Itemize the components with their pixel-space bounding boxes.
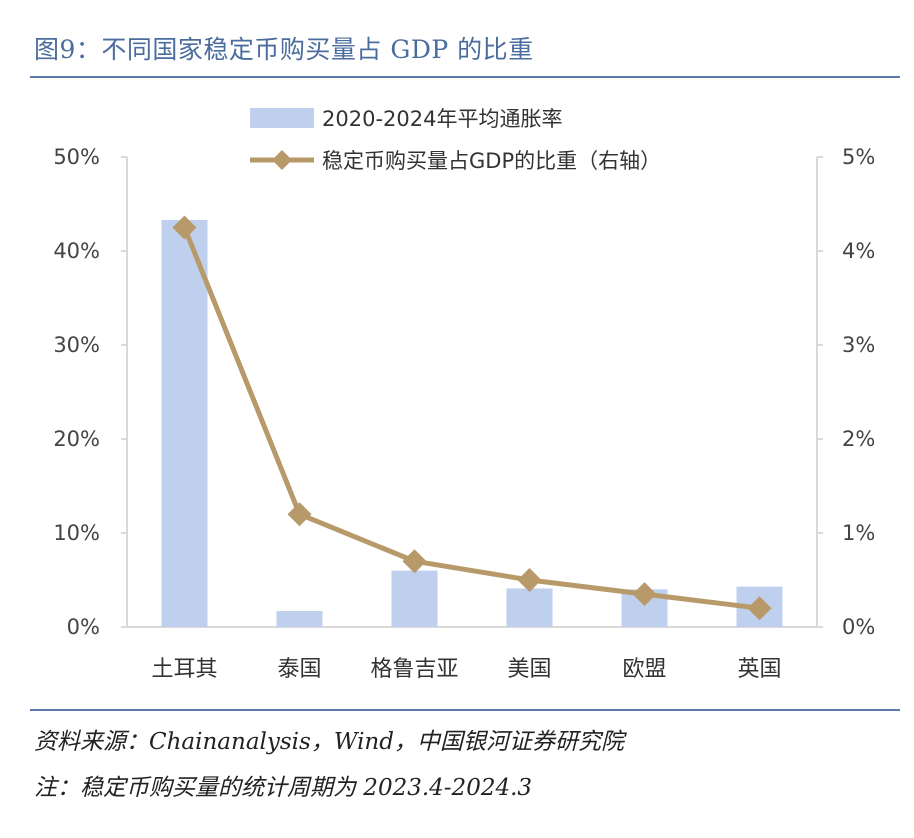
inflation-bar: [391, 570, 438, 627]
title-rule: [30, 76, 900, 78]
category-label: 格鲁吉亚: [370, 657, 458, 682]
left-tick-label: 50%: [53, 145, 100, 169]
legend-bar-label: 2020-2024年平均通胀率: [322, 107, 562, 131]
stablecoin-share-marker: [747, 596, 772, 621]
category-label: 美国: [507, 657, 551, 682]
legend-bar-swatch: [250, 108, 314, 128]
category-label: 英国: [737, 657, 781, 682]
inflation-bar: [161, 219, 208, 628]
left-tick-label: 0%: [67, 615, 100, 639]
right-tick-label: 0%: [842, 615, 875, 639]
stablecoin-share-marker: [632, 582, 657, 607]
right-tick-label: 4%: [842, 239, 875, 263]
inflation-bar: [506, 588, 553, 627]
left-tick-label: 30%: [53, 333, 100, 357]
category-label: 泰国: [277, 657, 321, 682]
right-tick-label: 2%: [842, 427, 875, 451]
footnote: 注：稳定币购买量的统计周期为 2023.4-2024.3: [34, 775, 533, 801]
category-label: 土耳其: [151, 657, 217, 682]
left-tick-label: 20%: [53, 427, 100, 451]
figure-title: 图9：不同国家稳定币购买量占 GDP 的比重: [34, 35, 534, 64]
left-tick-label: 10%: [53, 521, 100, 545]
footer-rule: [30, 709, 900, 711]
stablecoin-share-marker: [517, 568, 542, 592]
category-label: 欧盟: [622, 657, 666, 682]
right-tick-label: 5%: [842, 145, 875, 169]
left-tick-label: 40%: [53, 239, 100, 263]
right-tick-label: 3%: [842, 333, 875, 357]
legend-line-label: 稳定币购买量占GDP的比重（右轴）: [322, 149, 661, 173]
inflation-bar: [276, 611, 323, 627]
right-tick-label: 1%: [842, 521, 875, 545]
stablecoin-share-marker: [287, 502, 312, 527]
stablecoin-share-line: [182, 226, 760, 611]
legend-line-marker: [272, 150, 292, 170]
source-note: 资料来源：Chainanalysis，Wind，中国银河证券研究院: [34, 729, 624, 755]
stablecoin-share-marker: [172, 215, 197, 240]
stablecoin-share-marker: [402, 549, 427, 574]
